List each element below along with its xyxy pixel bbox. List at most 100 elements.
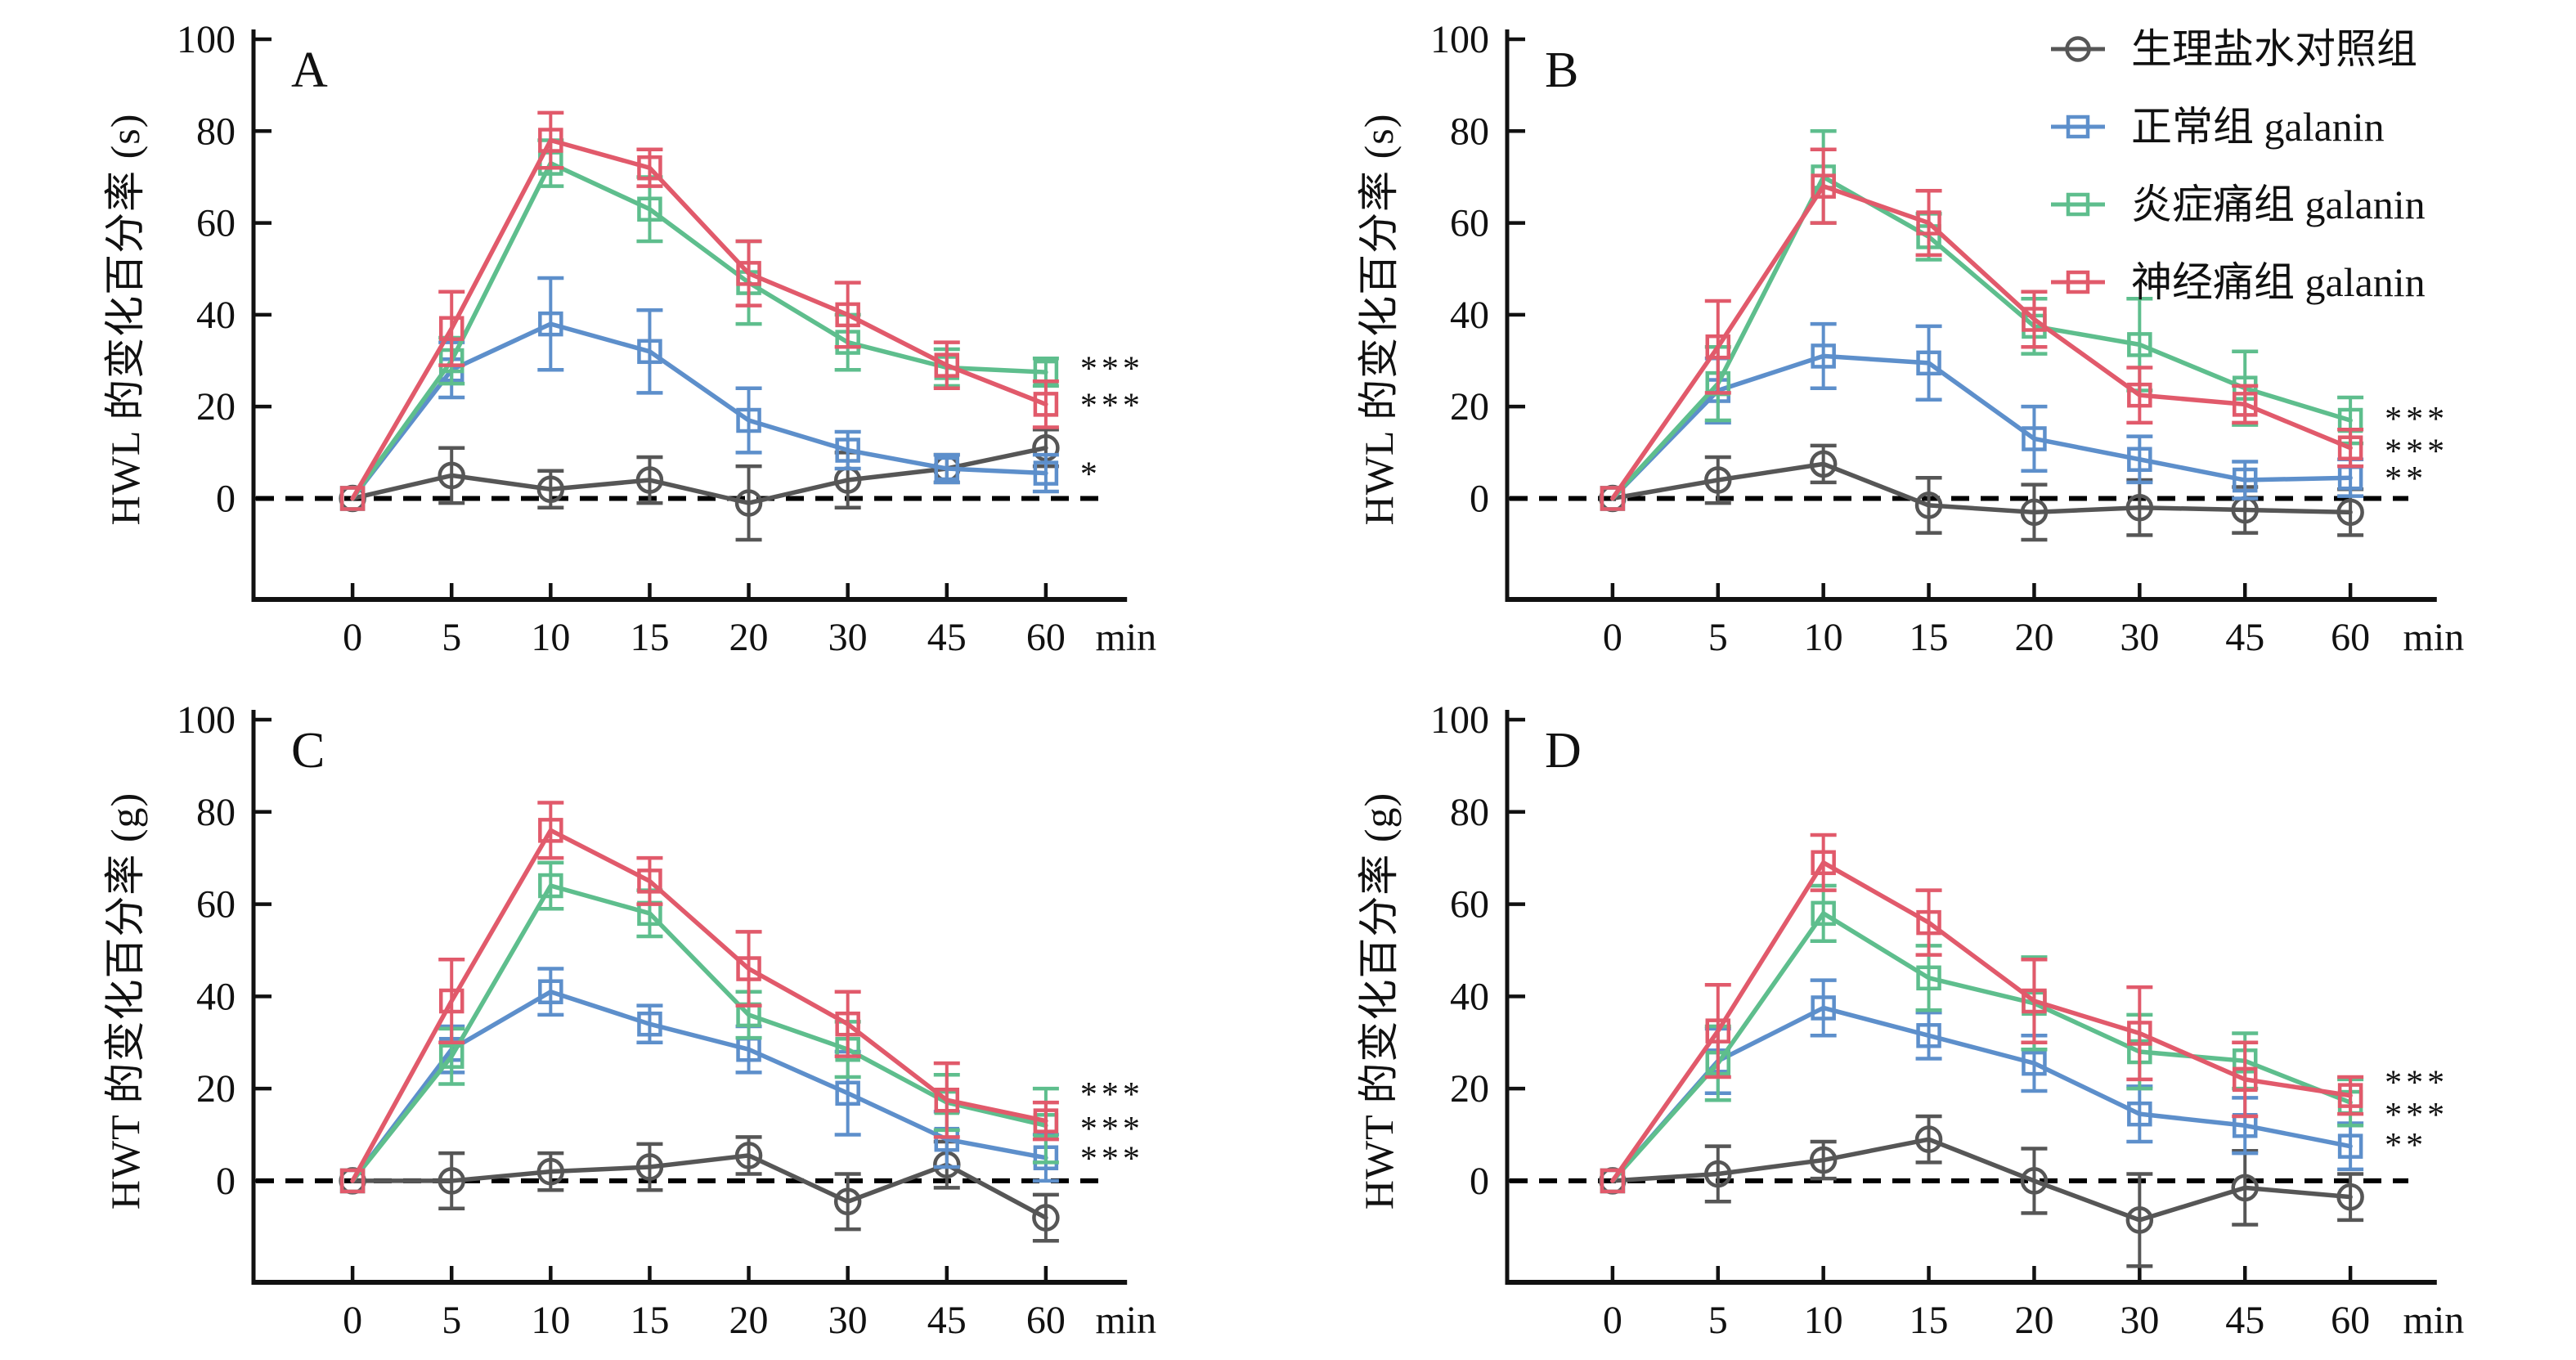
y-axis-label: HWT 的变化百分率 (g) xyxy=(1356,792,1402,1210)
significance-labels: ********* xyxy=(1080,1076,1144,1178)
series-saline xyxy=(339,1135,1060,1243)
x-tick-label: 0 xyxy=(343,1299,362,1342)
series-line xyxy=(1610,353,2353,501)
series-line xyxy=(1610,860,2353,1183)
series-line xyxy=(350,1153,1048,1220)
square-marker xyxy=(1600,1168,1626,1194)
x-tick-label: 45 xyxy=(927,616,967,659)
circle-marker xyxy=(1704,1160,1732,1188)
circle-marker xyxy=(1704,466,1732,494)
circle-marker xyxy=(2336,498,2364,527)
y-axis-label: HWL 的变化百分率 (s) xyxy=(102,114,148,526)
square-marker xyxy=(1600,486,1626,511)
y-tick-label: 100 xyxy=(177,18,236,61)
circle-marker xyxy=(2020,498,2049,527)
square-marker xyxy=(2232,467,2258,493)
panel-letter: A xyxy=(291,43,328,98)
significance-label: *** xyxy=(2385,433,2448,471)
square-marker xyxy=(1033,392,1059,417)
panel-letter: D xyxy=(1545,723,1582,779)
circle-marker xyxy=(2336,1183,2364,1211)
square-marker xyxy=(438,1044,464,1069)
series-saline xyxy=(1599,443,2364,542)
x-tick-label: 45 xyxy=(927,1299,967,1342)
y-tick-label: 20 xyxy=(1450,1067,1489,1111)
series-line xyxy=(350,160,1048,501)
circle-marker xyxy=(635,466,664,494)
square-marker xyxy=(2337,1133,2363,1159)
x-tick-label: 45 xyxy=(2225,616,2264,659)
square-marker xyxy=(835,1080,860,1106)
square-marker xyxy=(2337,1083,2363,1108)
square-marker xyxy=(736,956,761,981)
square-marker xyxy=(2337,435,2363,460)
square-marker xyxy=(2232,392,2258,417)
y-tick-label: 60 xyxy=(196,883,236,927)
significance-label: *** xyxy=(1080,1111,1144,1148)
x-tick-label: 5 xyxy=(1708,616,1728,659)
y-tick-label: 60 xyxy=(1450,883,1489,927)
y-tick-label: 60 xyxy=(1450,202,1489,245)
legend-item-label: 正常组 galanin xyxy=(2131,104,2385,150)
circle-marker xyxy=(1809,1146,1838,1174)
square-marker xyxy=(637,155,662,181)
x-tick-label: 0 xyxy=(1603,616,1622,659)
series-line xyxy=(350,137,1048,501)
square-marker xyxy=(2127,1021,2152,1046)
x-tick-label: 15 xyxy=(630,616,669,659)
square-marker xyxy=(2127,447,2152,472)
square-marker xyxy=(2022,426,2047,451)
circle-marker xyxy=(1032,1204,1060,1232)
circle-marker xyxy=(635,1153,664,1181)
square-marker xyxy=(538,873,563,899)
x-tick-label: 20 xyxy=(729,1299,769,1342)
x-tick-label: 60 xyxy=(2331,616,2370,659)
legend-item-label: 神经痛组 galanin xyxy=(2131,259,2426,305)
circle-marker xyxy=(438,461,465,490)
circle-marker xyxy=(536,1157,565,1186)
series-line xyxy=(350,321,1048,501)
significance-label: *** xyxy=(1080,1076,1144,1114)
y-tick-label: 100 xyxy=(177,698,236,742)
square-marker xyxy=(1811,850,1836,876)
square-marker xyxy=(2127,1101,2152,1127)
x-tick-label: 30 xyxy=(2120,616,2159,659)
y-tick-label: 40 xyxy=(196,294,236,337)
circle-marker xyxy=(2125,493,2154,522)
square-marker xyxy=(2066,270,2090,294)
series-line xyxy=(1610,911,2353,1183)
y-tick-label: 20 xyxy=(196,385,236,429)
y-tick-label: 20 xyxy=(1450,385,1489,429)
square-marker xyxy=(2232,1066,2258,1093)
square-marker xyxy=(1705,1018,1731,1044)
x-tick-label: 10 xyxy=(1804,616,1843,659)
circle-marker xyxy=(734,489,763,517)
circle-marker xyxy=(2020,1167,2049,1195)
y-tick-label: 40 xyxy=(1450,975,1489,1018)
y-tick-label: 40 xyxy=(196,975,236,1018)
square-marker xyxy=(1811,343,1836,369)
square-marker xyxy=(637,1011,662,1037)
significance-label: *** xyxy=(2385,1097,2448,1134)
square-marker xyxy=(438,316,464,341)
series-neuropathic xyxy=(339,801,1059,1194)
axes: 0 20 40 60 80 100 0 5 10 15 20 30 45 60 min HWL 的变化百分率 … xyxy=(1356,18,2464,659)
y-tick-label: 0 xyxy=(1470,1160,1489,1203)
panel-d: 0 20 40 60 80 100 0 5 10 15 20 30 45 60 min HWT 的变化百分率 … xyxy=(1331,679,2574,1360)
square-marker xyxy=(934,1087,960,1113)
square-marker xyxy=(1033,460,1059,486)
x-tick-label: 10 xyxy=(531,616,570,659)
y-axis-label: HWT 的变化百分率 (g) xyxy=(102,792,148,1210)
panel-b-chart: 0 20 40 60 80 100 0 5 10 15 20 30 45 60 min HWL 的变化百分率 … xyxy=(1356,18,2464,659)
series-line xyxy=(350,828,1048,1183)
x-tick-label: 10 xyxy=(1804,1299,1843,1342)
square-marker xyxy=(637,869,662,894)
x-axis-unit: min xyxy=(2403,616,2465,659)
square-marker xyxy=(637,196,662,222)
y-tick-label: 60 xyxy=(196,202,236,245)
series-line xyxy=(1610,174,2353,501)
square-marker xyxy=(2066,192,2090,217)
series-line xyxy=(1610,1005,2353,1183)
panel-a-chart: 0 20 40 60 80 100 0 5 10 15 20 30 45 60 min HWL 的变化百分率 … xyxy=(102,18,1156,659)
square-marker xyxy=(538,311,563,337)
